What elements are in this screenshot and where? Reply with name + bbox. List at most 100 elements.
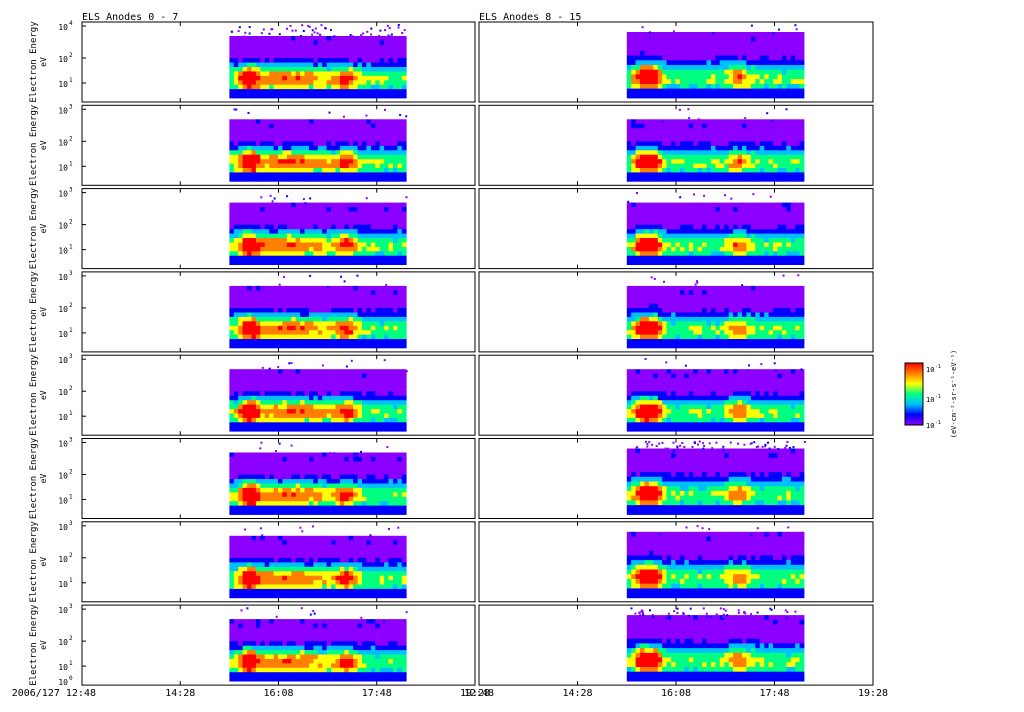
spectrogram-cell [336, 501, 341, 506]
spectrogram-cell [256, 45, 261, 50]
spectrogram-cell [353, 461, 358, 466]
spectrogram-cell [336, 672, 341, 677]
spectrogram-cell [229, 576, 234, 581]
spectrogram-cell [327, 80, 332, 85]
spectrogram-cell [336, 36, 341, 41]
spectrogram-cell [384, 308, 389, 313]
spectrogram-cell [300, 589, 305, 594]
spectrogram-cell [358, 76, 363, 81]
spectrogram-cell [282, 344, 287, 349]
spectrogram-cell [243, 212, 248, 217]
spectrogram-cell [313, 461, 318, 466]
spectrogram-cell [278, 137, 283, 142]
spectrogram-cell [305, 585, 310, 590]
spectrogram-cell [375, 45, 380, 50]
spectrogram-cell [238, 119, 243, 124]
y-tick-exponent: 2 [69, 469, 73, 476]
spectrogram-cell [269, 330, 274, 335]
spectrogram-cell [247, 128, 252, 133]
spectrogram-cell [300, 203, 305, 208]
spectrogram-cell [247, 589, 252, 594]
spectrogram-cell [402, 299, 407, 304]
spectrogram-cell [256, 387, 261, 392]
spectrogram-cell [353, 663, 358, 668]
spectrogram-cell [366, 624, 371, 629]
spectrogram-cell [349, 313, 354, 318]
spectrogram-cell [278, 414, 283, 419]
spectrogram-cell [322, 492, 327, 497]
spectrogram-cell [358, 497, 363, 502]
spectrogram-cell [402, 251, 407, 256]
spectrogram-cell [296, 475, 301, 480]
spectrogram-cell [393, 317, 398, 322]
spectrogram-cell [252, 67, 257, 72]
spectrogram-cell [640, 60, 645, 65]
spectrogram-cell [645, 84, 650, 89]
spectrogram-cell [234, 580, 239, 585]
spectrogram-cell [375, 562, 380, 567]
spectrogram-cell [402, 554, 407, 559]
spectrogram-cell [260, 344, 265, 349]
spectrogram-cell [287, 89, 292, 94]
spectrogram-cell [353, 571, 358, 576]
spectrogram-cell [362, 317, 367, 322]
spectrogram-cell [393, 619, 398, 624]
spectrogram-cell [247, 400, 252, 405]
spectrogram-cell [380, 422, 385, 427]
spectrogram-cell [247, 234, 252, 239]
spectrogram-cell [393, 576, 398, 581]
spectrogram-cell [305, 295, 310, 300]
spectrogram-cell [358, 164, 363, 169]
spectrogram-cell [397, 409, 402, 414]
spectrogram-cell [318, 317, 323, 322]
spectrogram-cell [397, 89, 402, 94]
spectrogram-cell [393, 461, 398, 466]
spectrogram-cell [260, 663, 265, 668]
spectrogram-cell [327, 155, 332, 160]
spectrogram-cell [397, 317, 402, 322]
spectrogram-cell [380, 479, 385, 484]
spectrogram-cell [344, 141, 349, 146]
spectrogram-cell [389, 335, 394, 340]
spectrogram-cell [667, 60, 672, 65]
spectrogram-cell [358, 374, 363, 379]
spectrogram-cell [234, 378, 239, 383]
spectrogram-cell [265, 641, 270, 646]
spectrogram-cell [353, 506, 358, 511]
spectrogram-cell [327, 619, 332, 624]
spectrogram-cell [318, 212, 323, 217]
spectrogram-cell [296, 45, 301, 50]
spectrogram-cell [260, 146, 265, 151]
spectrogram-cell [247, 374, 252, 379]
spectrogram-cell [278, 628, 283, 633]
spectrogram-cell [340, 308, 345, 313]
spectrogram-cell [269, 593, 274, 598]
spectrogram-cell [278, 155, 283, 160]
spectrogram-cell [384, 317, 389, 322]
spectrogram-cell [300, 295, 305, 300]
spectrogram-cell [252, 146, 257, 151]
spectrogram-cell [238, 624, 243, 629]
spectrogram-cell [402, 172, 407, 177]
spectrogram-cell [313, 554, 318, 559]
spectrogram-cell [349, 659, 354, 664]
spectrogram-cell [627, 32, 632, 37]
spectrogram-cell [380, 330, 385, 335]
spectrogram-cell [402, 562, 407, 567]
spectrogram-cell [397, 540, 402, 545]
spectrogram-cell [318, 484, 323, 489]
spectrogram-cell [238, 40, 243, 45]
spectrogram-cell [331, 540, 336, 545]
spectrogram-cell [389, 89, 394, 94]
spectrogram-cell [274, 207, 279, 212]
y-axis-title-text: Electron Energy [29, 521, 39, 603]
spectrogram-cell [229, 567, 234, 572]
spectrogram-cell [389, 641, 394, 646]
spectrogram-cell [252, 593, 257, 598]
spectrogram-cell [265, 628, 270, 633]
spectrogram-cell [340, 326, 345, 331]
speckle [352, 35, 354, 37]
spectrogram-cell [349, 225, 354, 230]
spectrogram-cell [336, 571, 341, 576]
